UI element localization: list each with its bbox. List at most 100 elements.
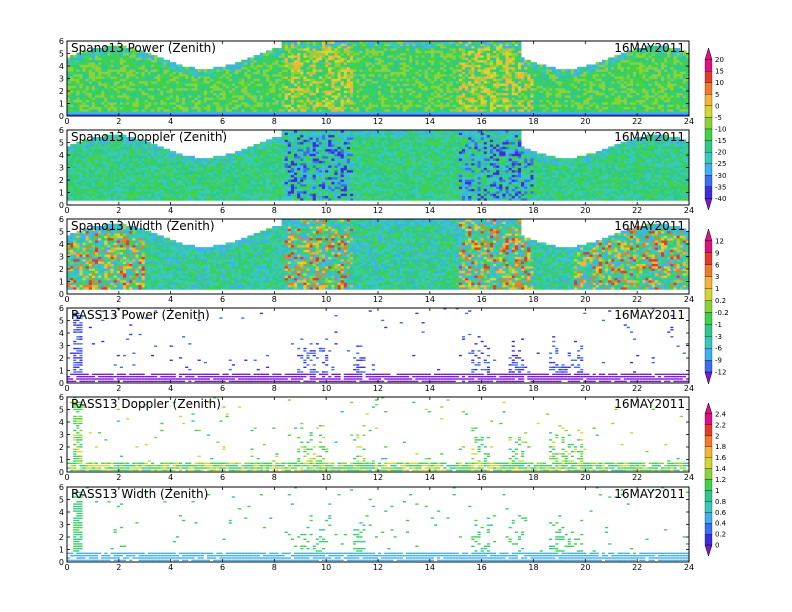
colorbar-tick-label: -15: [715, 137, 726, 145]
x-tick-label: 4: [168, 206, 173, 215]
colorbar-tick-label: -30: [715, 172, 726, 180]
x-tick-label: 4: [168, 563, 173, 572]
colorbar-tick-label: 2.4: [715, 410, 727, 418]
x-tick-label: 24: [684, 206, 694, 215]
colorbar-C: 2.4 2.2 2 1.8 1.6 1.4 1.2 1 0.8 0.6 0.4 0.2 0: [704, 402, 727, 557]
colorbar-tick-label: -25: [715, 160, 726, 168]
y-tick-label: 2: [59, 176, 64, 185]
y-tick-label: 6: [59, 483, 64, 492]
y-tick-label: 4: [59, 62, 64, 71]
panel-date: 16MAY2011: [614, 41, 685, 55]
x-tick-label: 2: [116, 117, 121, 126]
colorbar-tick-label: 6: [715, 261, 720, 269]
panel-title: Spano13 Doppler (Zenith): [71, 130, 227, 144]
colorbar-tick-label: 0: [715, 542, 719, 550]
y-tick-label: 0: [59, 201, 64, 210]
x-tick-label: 6: [220, 117, 225, 126]
x-tick-label: 22: [632, 384, 642, 393]
x-tick-label: 0: [64, 117, 69, 126]
x-tick-label: 4: [168, 117, 173, 126]
colorbar-tick-label: 2: [715, 432, 719, 440]
colorbar-tick-label: -3: [715, 333, 722, 341]
y-tick-label: 1: [59, 189, 64, 198]
colorbar-tick-label: 3: [715, 273, 719, 281]
x-tick-label: 16: [477, 295, 487, 304]
x-tick-label: 16: [477, 563, 487, 572]
y-tick-label: 6: [59, 37, 64, 46]
panel-cells: [67, 397, 689, 472]
y-tick-label: 4: [59, 508, 64, 517]
panel-cells: [67, 41, 690, 117]
panel-title: RASS13 Width (Zenith): [71, 487, 208, 501]
panel-cells: [67, 487, 689, 562]
x-tick-label: 10: [321, 206, 331, 215]
panel-title: RASS13 Doppler (Zenith): [71, 397, 221, 411]
y-tick-label: 0: [59, 290, 64, 299]
colorbar-tick-label: 1.6: [715, 454, 727, 462]
colorbar-tick-label: -40: [715, 195, 726, 203]
y-tick-label: 4: [59, 151, 64, 160]
y-tick-label: 0: [59, 112, 64, 121]
x-tick-label: 24: [684, 295, 694, 304]
colorbar-tick-label: -0.2: [715, 309, 729, 317]
x-tick-label: 12: [373, 563, 383, 572]
colorbar-tick-label: 10: [715, 79, 724, 87]
y-tick-label: 6: [59, 393, 64, 402]
x-tick-label: 20: [580, 384, 590, 393]
colorbar-tick-label: -10: [715, 126, 726, 134]
x-tick-label: 24: [684, 384, 694, 393]
panel-cells: [67, 219, 690, 290]
x-tick-label: 0: [64, 206, 69, 215]
x-tick-label: 12: [373, 206, 383, 215]
x-tick-label: 0: [64, 563, 69, 572]
x-tick-label: 2: [116, 384, 121, 393]
x-tick-label: 12: [373, 295, 383, 304]
y-tick-label: 3: [59, 342, 64, 351]
x-tick-label: 10: [321, 384, 331, 393]
colorbar-tick-label: -1: [715, 321, 722, 329]
x-tick-label: 12: [373, 384, 383, 393]
x-tick-label: 8: [272, 295, 277, 304]
panel-title: RASS13 Power (Zenith): [71, 308, 210, 322]
y-tick-label: 3: [59, 521, 64, 530]
y-tick-label: 1: [59, 367, 64, 376]
x-tick-label: 4: [168, 384, 173, 393]
colorbar-tick-label: 12: [715, 237, 724, 245]
panel-title: Spano13 Power (Zenith): [71, 41, 216, 55]
x-tick-label: 18: [528, 117, 538, 126]
colorbar-tick-label: 0.4: [715, 520, 727, 528]
x-tick-label: 18: [528, 563, 538, 572]
x-tick-label: 12: [373, 117, 383, 126]
y-tick-label: 6: [59, 126, 64, 135]
x-tick-label: 6: [220, 295, 225, 304]
colorbar-tick-label: 0.2: [715, 531, 726, 539]
y-tick-label: 3: [59, 431, 64, 440]
x-tick-label: 20: [580, 117, 590, 126]
y-tick-label: 5: [59, 496, 64, 505]
y-tick-label: 5: [59, 317, 64, 326]
x-tick-label: 24: [684, 117, 694, 126]
x-tick-label: 8: [272, 473, 277, 482]
colorbar-B: 12 9 6 3 1 0.2 -0.2 -1 -3 -6 -9 -12: [704, 228, 729, 385]
x-tick-label: 2: [116, 563, 121, 572]
x-tick-label: 12: [373, 473, 383, 482]
x-tick-label: 24: [684, 473, 694, 482]
y-tick-label: 3: [59, 75, 64, 84]
colorbar-A: 20 15 10 5 0 -5 -10 -15 -20 -25 -30 -35 -40: [704, 47, 726, 211]
x-tick-label: 2: [116, 473, 121, 482]
x-tick-label: 4: [168, 473, 173, 482]
x-tick-label: 14: [425, 295, 435, 304]
x-tick-label: 6: [220, 473, 225, 482]
colorbar-tick-label: 1.4: [715, 465, 727, 473]
x-tick-label: 22: [632, 117, 642, 126]
colorbar-tick-label: 0.6: [715, 509, 727, 517]
panel-date: 16MAY2011: [614, 397, 685, 411]
x-tick-label: 2: [116, 295, 121, 304]
panel-date: 16MAY2011: [614, 308, 685, 322]
x-tick-label: 4: [168, 295, 173, 304]
y-tick-label: 3: [59, 164, 64, 173]
x-tick-label: 6: [220, 563, 225, 572]
